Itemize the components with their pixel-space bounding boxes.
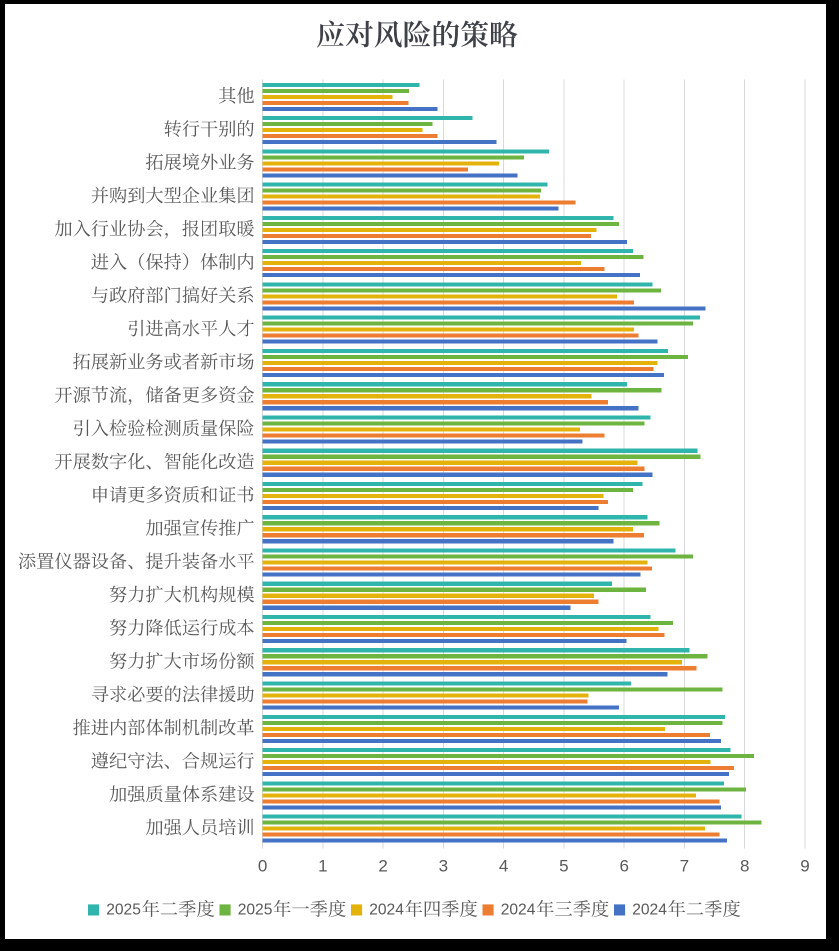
svg-text:9: 9 bbox=[800, 857, 809, 876]
svg-text:2024: 2024 bbox=[632, 902, 667, 919]
svg-text:1: 1 bbox=[318, 857, 327, 876]
svg-text:2025: 2025 bbox=[238, 902, 273, 919]
svg-text:8: 8 bbox=[740, 857, 749, 876]
svg-text:7: 7 bbox=[680, 857, 689, 876]
svg-text:2024: 2024 bbox=[501, 902, 536, 919]
svg-text:2: 2 bbox=[378, 857, 387, 876]
svg-text:2024: 2024 bbox=[369, 902, 404, 919]
svg-text:2025: 2025 bbox=[106, 902, 141, 919]
svg-text:6: 6 bbox=[619, 857, 628, 876]
svg-text:4: 4 bbox=[499, 857, 508, 876]
svg-text:0: 0 bbox=[258, 857, 267, 876]
svg-text:3: 3 bbox=[439, 857, 448, 876]
svg-text:5: 5 bbox=[559, 857, 568, 876]
